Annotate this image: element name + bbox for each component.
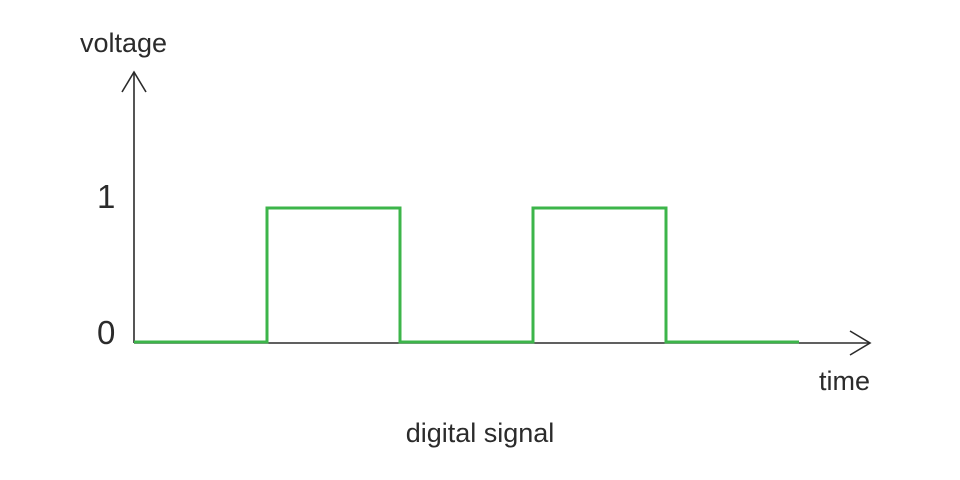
y-tick-label-1: 1 — [97, 178, 116, 215]
axes — [121, 70, 872, 356]
y-tick-label-0: 0 — [97, 314, 116, 351]
x-axis-label: time — [819, 366, 871, 396]
signal-waveform — [134, 206, 799, 344]
x-axis-arrowhead — [849, 330, 872, 356]
y-axis-arrowhead — [121, 70, 147, 93]
figure-caption: digital signal — [405, 418, 555, 448]
y-axis-label: voltage — [80, 28, 168, 58]
